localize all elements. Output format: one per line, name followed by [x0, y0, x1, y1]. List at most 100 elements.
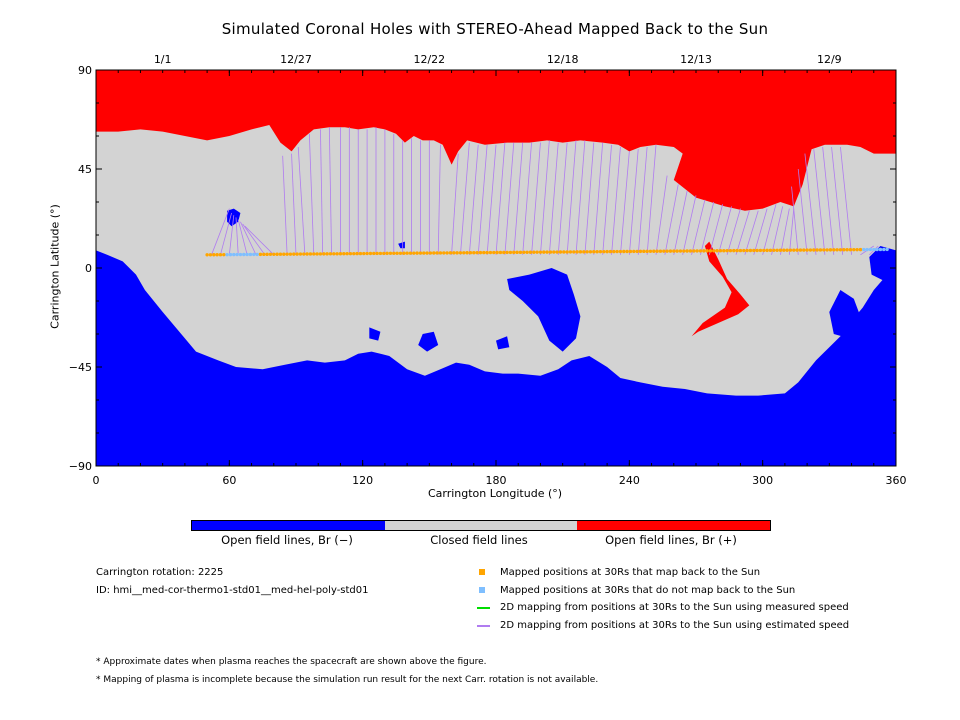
- mapped-position: [552, 250, 556, 254]
- mapped-position: [532, 250, 536, 254]
- mapped-position: [732, 248, 736, 253]
- estimated-speed-line: [513, 142, 524, 255]
- x-tick-label: 0: [93, 474, 100, 487]
- mapped-position: [818, 248, 823, 252]
- mapped-position: [588, 250, 593, 254]
- mapped-position: [305, 252, 309, 256]
- estimated-speed-line: [320, 129, 324, 255]
- mapped-position: [592, 250, 596, 254]
- mapped-position: [278, 252, 283, 256]
- mapped-position: [795, 248, 799, 252]
- mapped-position: [808, 248, 813, 252]
- legend-label: Mapped positions at 30Rs that do not map…: [500, 585, 796, 596]
- mapped-position: [675, 249, 679, 253]
- mapped-position: [752, 248, 756, 253]
- mapped-position: [352, 251, 356, 256]
- mapped-position: [688, 249, 693, 253]
- top-date-label: 12/27: [280, 53, 312, 66]
- mapped-position: [262, 252, 266, 257]
- mapped-position: [298, 252, 303, 256]
- mapped-position: [575, 250, 579, 254]
- mapped-position: [662, 249, 666, 253]
- estimated-speed-line: [237, 219, 248, 255]
- note-dates: * Approximate dates when plasma reaches …: [96, 657, 487, 667]
- estimated-speed-line: [655, 175, 668, 255]
- mapped-position: [502, 250, 506, 255]
- not-mapped-position: [872, 247, 876, 252]
- mapped-position: [555, 250, 559, 254]
- mapped-position: [498, 250, 503, 255]
- estimated-speed-line: [548, 142, 559, 255]
- top-date-label: 12/9: [817, 53, 842, 66]
- mapped-position: [332, 252, 336, 256]
- mapped-position: [432, 251, 436, 255]
- mapped-position: [698, 249, 703, 253]
- mapped-position: [648, 249, 653, 253]
- mapped-position: [642, 249, 646, 254]
- mapped-position: [265, 252, 269, 257]
- x-axis-label: Carrington Longitude (°): [427, 487, 563, 500]
- estimated-speed-line: [240, 221, 257, 255]
- estimated-speed-line: [831, 146, 844, 255]
- mapped-position: [542, 250, 546, 254]
- estimated-speed-line: [584, 142, 595, 255]
- estimated-speed-line: [291, 153, 297, 255]
- not-mapped-position: [862, 247, 866, 252]
- mapped-position: [672, 249, 676, 253]
- estimated-speed-line: [771, 206, 784, 255]
- estimated-speed-line: [744, 210, 759, 255]
- mapped-position: [435, 251, 439, 255]
- mapped-position: [378, 251, 383, 256]
- mapped-position: [595, 250, 599, 254]
- mapped-position: [285, 252, 289, 256]
- mapped-position: [488, 250, 493, 255]
- mapped-position: [838, 248, 843, 252]
- not-mapped-position: [865, 247, 869, 252]
- mapped-position: [735, 248, 739, 253]
- mapped-position: [578, 250, 583, 254]
- mapped-position: [585, 250, 589, 254]
- purple-line-icon: [477, 625, 490, 627]
- mapped-position: [718, 249, 723, 253]
- mapped-position: [558, 250, 563, 254]
- mapped-position: [738, 248, 743, 253]
- estimated-speed-line: [646, 144, 657, 255]
- mapped-position: [708, 249, 713, 253]
- mapped-position: [408, 251, 413, 255]
- estimated-speed-line: [242, 223, 266, 256]
- negative-island-region: [418, 331, 439, 352]
- mapped-position: [765, 248, 769, 253]
- mapped-position: [342, 252, 346, 256]
- mapped-position: [852, 247, 856, 252]
- mapped-position: [812, 248, 816, 252]
- mapped-position: [355, 251, 359, 256]
- estimated-speed-line: [788, 208, 795, 255]
- mapped-position: [598, 249, 603, 254]
- axes: 0 60 120 180 240 300 360 90 45 0 −45 −90 1/1 12/27 12/…: [69, 53, 907, 487]
- negative-island-region: [496, 336, 510, 350]
- not-mapped-position: [248, 252, 253, 257]
- negative-island-region: [369, 327, 381, 341]
- mapped-position: [775, 248, 779, 252]
- mapped-position: [345, 251, 349, 256]
- green-line-icon: [477, 607, 490, 609]
- not-mapped-position: [245, 252, 249, 257]
- mapped-position: [452, 251, 456, 255]
- legend-label: 2D mapping from positions at 30Rs to the…: [500, 620, 850, 631]
- mapped-position: [652, 249, 656, 253]
- negative-island-region: [96, 316, 123, 348]
- estimated-speed-line: [717, 206, 732, 255]
- estimated-speed-line: [297, 146, 306, 255]
- map-layers: [96, 70, 896, 466]
- estimated-speed-line: [628, 149, 639, 255]
- estimated-speed-line: [611, 146, 621, 255]
- mapped-position: [712, 249, 716, 253]
- estimated-speed-line: [735, 210, 750, 255]
- mapped-position: [275, 252, 279, 256]
- mapped-position: [448, 251, 453, 255]
- mapped-position: [362, 251, 366, 256]
- orange-square-icon: [479, 569, 485, 575]
- estimated-speed-line: [282, 155, 288, 255]
- estimated-speed-line: [308, 133, 315, 255]
- mapped-position: [772, 248, 776, 253]
